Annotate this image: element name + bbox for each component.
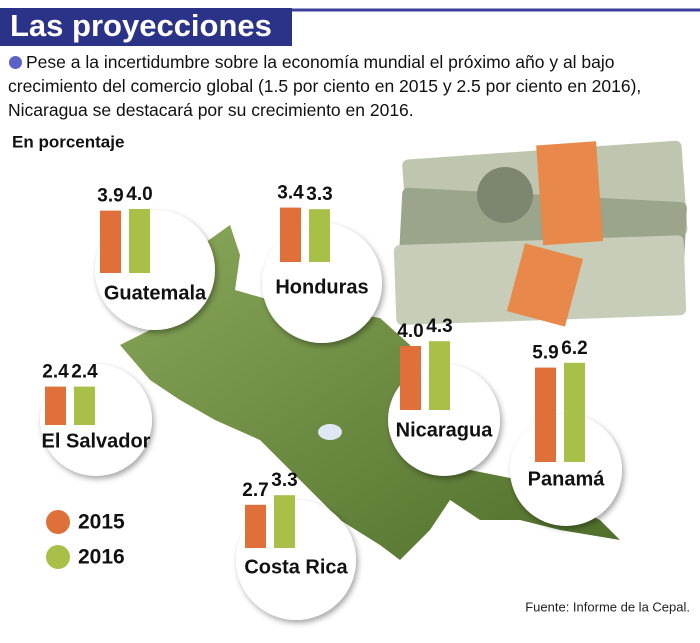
bar	[129, 209, 150, 273]
value-label: 2.7	[242, 480, 268, 501]
bar	[429, 341, 450, 410]
bar	[564, 362, 585, 462]
bullet	[9, 56, 22, 69]
country-label: El Salvador	[42, 430, 151, 452]
bar	[100, 210, 121, 273]
country-label: Guatemala	[104, 282, 207, 304]
subtitle: Pese a la incertidumbre sobre la economí…	[8, 52, 642, 120]
country-label: Honduras	[275, 276, 368, 298]
value-label: 3.4	[277, 183, 304, 204]
bar	[274, 495, 295, 548]
map	[120, 225, 620, 560]
chart-title: Las proyecciones	[10, 8, 272, 43]
value-label: 4.0	[126, 184, 152, 205]
lake	[318, 424, 342, 440]
value-label: 3.9	[97, 186, 123, 207]
bar	[309, 209, 330, 262]
value-label: 4.0	[397, 321, 423, 342]
value-label: 2.4	[42, 362, 69, 383]
legend-swatch	[46, 510, 70, 534]
value-label: 4.3	[426, 316, 452, 337]
bar	[535, 367, 556, 462]
value-label: 3.3	[271, 470, 297, 491]
country-label: Costa Rica	[244, 556, 348, 578]
bar	[245, 504, 266, 548]
bar	[45, 386, 66, 425]
bar	[280, 207, 301, 262]
country-label: Nicaragua	[396, 419, 494, 441]
source: Fuente: Informe de la Cepal.	[525, 599, 690, 614]
legend-swatch	[46, 545, 70, 569]
y-label: En porcentaje	[12, 132, 124, 151]
country-circle	[95, 210, 215, 330]
legend-label: 2015	[78, 511, 125, 534]
money-illustration	[393, 140, 688, 327]
title-bar	[0, 8, 292, 46]
value-label: 6.2	[561, 338, 587, 359]
value-label: 2.4	[71, 362, 98, 383]
value-label: 5.9	[532, 343, 558, 364]
country-label: Panamá	[528, 468, 606, 490]
value-label: 3.3	[306, 184, 332, 205]
bar	[400, 346, 421, 410]
legend-label: 2016	[78, 546, 125, 569]
bar	[74, 386, 95, 425]
country-circle	[40, 364, 152, 476]
